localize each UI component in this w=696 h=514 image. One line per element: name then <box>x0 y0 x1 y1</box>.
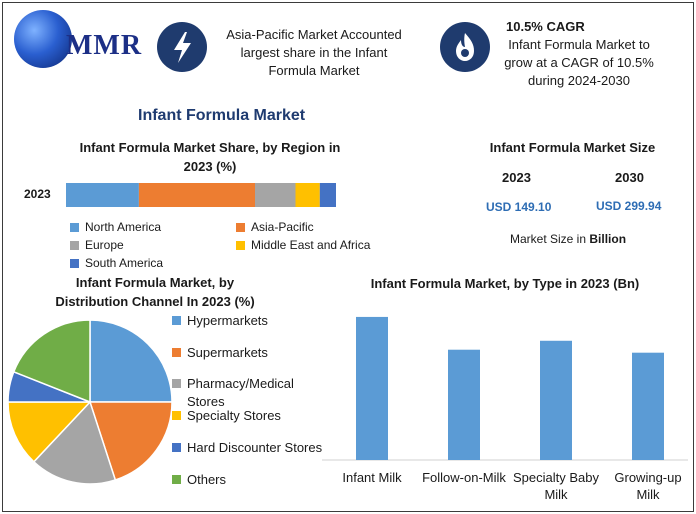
region-segment-4 <box>319 183 336 207</box>
pie-legend-item: Others <box>172 471 226 489</box>
pie-slice-1 <box>88 401 173 481</box>
type-category-label: Growing-up <box>614 470 681 485</box>
year-2023: 2023 <box>502 170 531 185</box>
distribution-pie <box>7 319 173 485</box>
note-prefix: Market Size in <box>510 232 590 246</box>
type-bar-0 <box>356 316 388 460</box>
region-legend-item: Middle East and Africa <box>236 238 370 252</box>
legend-label: South America <box>85 256 164 270</box>
market-size-title: Infant Formula Market Size <box>489 140 656 155</box>
year-2030: 2030 <box>615 170 644 185</box>
brand-logo: MMR <box>66 30 143 61</box>
cagr-heading: 10.5% CAGR <box>506 19 585 34</box>
legend-label: Middle East and Africa <box>251 238 371 252</box>
info-asia-pacific: Asia-Pacific Market Accounted largest sh… <box>214 26 414 80</box>
legend-label: Pharmacy/Medical Stores <box>187 376 294 409</box>
region-title-line1: Infant Formula Market Share, by Region i… <box>79 140 341 155</box>
type-bar-2 <box>540 340 572 460</box>
legend-swatch <box>70 240 79 250</box>
type-category-label: Follow-on-Milk <box>422 470 506 485</box>
type-bar-chart: Infant Milk Follow-on-Milk Specialty Baby M… <box>322 316 688 502</box>
region-segment-1 <box>138 183 255 207</box>
info1-line2: largest share in the Infant <box>240 45 388 60</box>
region-legend-item: Europe <box>70 238 124 252</box>
lightning-icon <box>157 22 207 72</box>
info1-line1: Asia-Pacific Market Accounted <box>226 27 402 42</box>
region-segment-3 <box>295 183 320 207</box>
type-category-label: Infant Milk <box>342 470 402 485</box>
region-stacked-bar <box>66 183 336 207</box>
pie-slice-5 <box>12 319 91 404</box>
legend-swatch <box>172 411 181 420</box>
legend-label: Supermarkets <box>187 345 268 360</box>
legend-label: Asia-Pacific <box>251 220 314 234</box>
legend-swatch <box>70 222 79 232</box>
region-chart-title: Infant Formula Market Share, by Region i… <box>40 138 380 176</box>
info2-line2: grow at a CAGR of 10.5% <box>504 55 654 70</box>
page-title: Infant Formula Market <box>138 107 306 124</box>
pie-legend-item: Specialty Stores <box>172 407 281 425</box>
legend-label: Hard Discounter Stores <box>187 440 323 455</box>
legend-swatch <box>236 222 245 232</box>
type-category-label: Specialty Baby <box>513 470 599 485</box>
pie-legend-item: Hard Discounter Stores <box>172 439 322 457</box>
pie-legend-item: Supermarkets <box>172 344 268 362</box>
region-segment-2 <box>255 183 296 207</box>
pie-title-line1: Infant Formula Market, by <box>75 275 235 290</box>
type-bar-1 <box>448 349 480 460</box>
region-segment-0 <box>66 183 139 207</box>
type-category-label: Milk <box>636 487 660 502</box>
type-category-label: Milk <box>544 487 568 502</box>
legend-swatch <box>172 316 181 325</box>
globe-logo-icon <box>14 10 72 68</box>
pie-chart-title: Infant Formula Market, by Distribution C… <box>30 273 280 311</box>
market-size-note: Market Size in Billion <box>510 232 626 246</box>
info-cagr: 10.5% CAGR Infant Formula Market to grow… <box>496 18 662 90</box>
region-legend-item: South America <box>70 256 163 270</box>
pie-legend-item: Pharmacy/Medical Stores <box>172 375 294 411</box>
legend-swatch <box>172 475 181 484</box>
legend-swatch <box>172 443 181 452</box>
legend-label: Hypermarkets <box>187 313 268 328</box>
pie-slice-2 <box>32 400 117 485</box>
value-2023: USD 149.10 <box>486 200 552 214</box>
type-bar-3 <box>632 352 664 460</box>
pie-slice-3 <box>7 401 92 463</box>
note-unit: Billion <box>589 232 627 246</box>
legend-swatch <box>236 240 245 250</box>
legend-swatch <box>70 258 79 268</box>
region-bar-category: 2023 <box>24 187 51 201</box>
legend-swatch <box>172 348 181 357</box>
info2-line3: during 2024-2030 <box>528 73 630 88</box>
value-2030: USD 299.94 <box>596 199 662 213</box>
info2-line1: Infant Formula Market to <box>508 37 650 52</box>
legend-swatch <box>172 379 181 388</box>
legend-label: North America <box>85 220 162 234</box>
region-title-line2: 2023 (%) <box>183 159 237 174</box>
region-legend-item: North America <box>70 220 161 234</box>
pie-legend-item: Hypermarkets <box>172 312 268 330</box>
legend-label: Others <box>187 472 227 487</box>
flame-icon <box>440 22 490 72</box>
legend-label: Europe <box>85 238 124 252</box>
pie-title-line2: Distribution Channel In 2023 (%) <box>55 294 255 309</box>
type-chart-title: Infant Formula Market, by Type in 2023 (… <box>370 276 640 291</box>
info1-line3: Formula Market <box>268 63 360 78</box>
region-legend-item: Asia-Pacific <box>236 220 314 234</box>
pie-slice-0 <box>89 319 173 403</box>
legend-label: Specialty Stores <box>187 408 281 423</box>
